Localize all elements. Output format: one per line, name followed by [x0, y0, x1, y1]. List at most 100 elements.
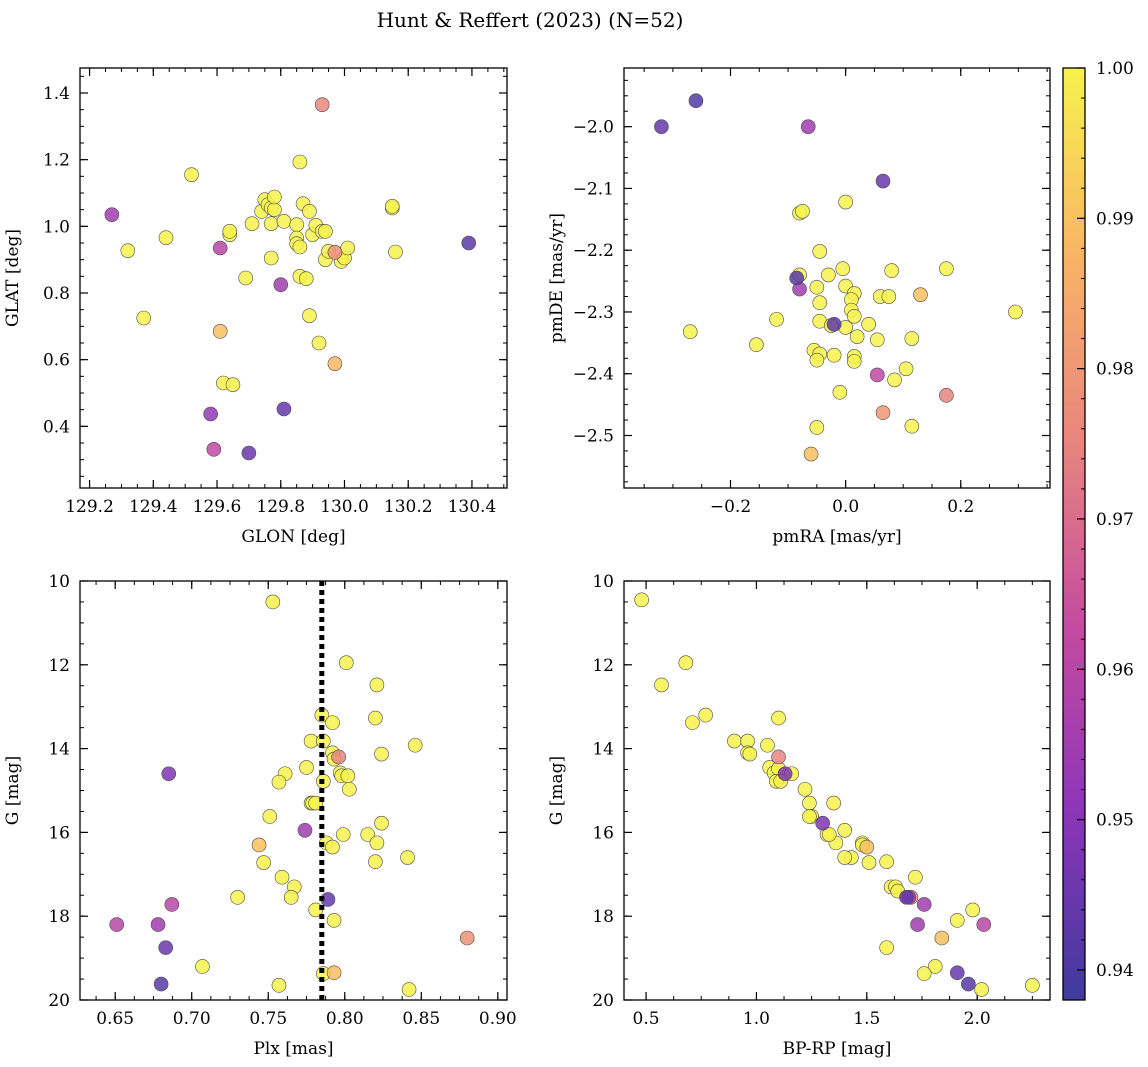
axes-frame: [623, 580, 1051, 1001]
data-point: [837, 823, 853, 838]
data-point: [654, 677, 669, 693]
data-point: [298, 271, 314, 286]
data-point: [815, 815, 830, 831]
data-point: [949, 913, 965, 928]
data-point: [230, 890, 245, 905]
data-point: [812, 295, 828, 311]
y-tick-label: 18: [592, 907, 614, 927]
data-point: [222, 224, 238, 239]
data-point: [809, 352, 825, 368]
data-point: [212, 324, 228, 339]
y-tick-label: −2.3: [573, 303, 614, 323]
data-point: [934, 930, 950, 946]
data-point: [308, 795, 323, 811]
data-point: [326, 913, 342, 928]
data-point: [760, 737, 775, 753]
panel-sky: 129.2 129.4 129.6 129.8 130.0 130.2 130.4 0.4 0.…: [3, 67, 508, 547]
data-point: [812, 244, 828, 259]
y-axis-label: G [mag]: [547, 756, 567, 825]
axes-frame: [79, 67, 508, 489]
data-point: [302, 308, 317, 323]
data-point: [835, 261, 851, 277]
data-point: [965, 902, 981, 918]
data-point: [795, 203, 810, 219]
data-point: [797, 781, 813, 797]
data-point: [401, 982, 417, 997]
data-point: [400, 850, 415, 865]
data-point: [238, 270, 254, 286]
y-axis-label: GLAT [deg]: [3, 229, 23, 327]
y-tick-label: 16: [592, 823, 614, 843]
data-point: [1025, 978, 1040, 993]
data-point: [325, 715, 340, 730]
x-axis-label: BP-RP [mag]: [783, 1039, 892, 1059]
data-point: [789, 270, 805, 286]
data-point: [360, 827, 376, 842]
data-point: [682, 324, 698, 340]
y-tick-label: 20: [592, 991, 614, 1011]
data-point: [832, 384, 848, 400]
data-point: [927, 959, 943, 974]
x-tick-label: 129.6: [193, 497, 242, 517]
data-point: [368, 710, 383, 726]
y-tick-label: 1.4: [43, 84, 70, 104]
data-point: [461, 235, 477, 251]
data-point: [164, 897, 180, 912]
data-point: [136, 310, 152, 326]
colorbar-tick-label: 0.98: [1096, 360, 1134, 380]
data-point: [289, 217, 304, 232]
data-point: [276, 214, 292, 229]
data-point: [916, 897, 932, 912]
data-point: [327, 356, 343, 371]
data-point: [184, 167, 199, 182]
data-point: [846, 354, 862, 369]
data-point: [225, 377, 241, 392]
data-point: [340, 768, 356, 784]
colorbar-gradient: [1063, 68, 1085, 1000]
y-tick-label: −2.1: [573, 179, 614, 199]
panel-cmd: 0.5 1.0 1.5 2.0 10 12 14 16 18 20 BP-RP [mag] G [ma…: [547, 572, 1051, 1059]
data-point: [158, 230, 174, 245]
data-point: [335, 827, 351, 842]
data-point: [861, 317, 876, 332]
data-point: [634, 592, 649, 608]
data-point: [777, 766, 793, 782]
y-tick-label: 0.4: [43, 417, 70, 437]
data-point: [875, 173, 891, 189]
data-point: [327, 245, 343, 260]
x-tick-label: 2.0: [964, 1009, 991, 1029]
y-tick-label: −2.2: [573, 241, 614, 261]
data-point: [904, 418, 920, 434]
data-point: [314, 97, 330, 112]
data-point: [195, 959, 210, 974]
data-point: [271, 774, 287, 790]
y-tick-label: −2.0: [573, 118, 614, 138]
colorbar-frame: [1062, 67, 1086, 1001]
data-point: [685, 715, 700, 730]
x-tick-label: 0.2: [947, 497, 974, 517]
x-tick-label: 0.5: [633, 1009, 660, 1029]
data-point: [369, 677, 385, 693]
data-point: [749, 337, 764, 353]
y-tick-label: 18: [48, 907, 70, 927]
data-point: [949, 965, 965, 981]
x-axis-label: pmRA [mas/yr]: [772, 527, 901, 547]
data-point: [158, 940, 174, 955]
data-point: [342, 781, 357, 797]
y-tick-label: −2.5: [573, 427, 614, 447]
data-point: [340, 240, 355, 256]
colorbar-tick-label: 0.99: [1096, 209, 1134, 229]
data-point: [898, 361, 914, 377]
panel-pm: −0.2 0.0 0.2 −2.5 −2.4 −2.3 −2.2 −2.1 −2.0 pmRA […: [547, 67, 1051, 547]
data-point: [869, 367, 885, 383]
data-point: [881, 289, 897, 304]
data-point: [311, 335, 327, 351]
data-point: [104, 207, 120, 222]
data-point: [299, 760, 314, 775]
data-point: [263, 216, 279, 231]
data-point: [120, 243, 136, 258]
data-point: [837, 850, 853, 865]
data-point: [821, 827, 837, 842]
data-point: [976, 917, 992, 932]
